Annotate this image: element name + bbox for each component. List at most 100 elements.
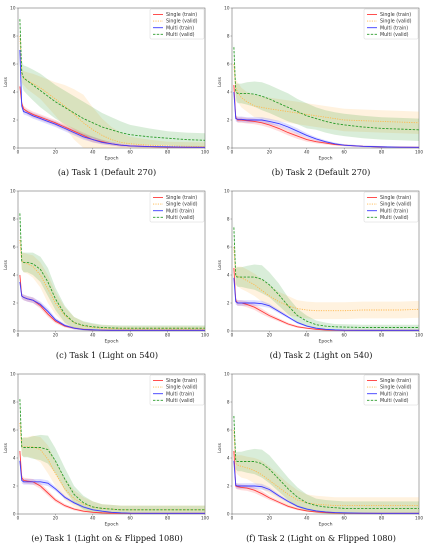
band-multi-valid: [19, 12, 206, 148]
x-axis-label: Epoch: [318, 156, 332, 162]
series-line-single-valid: [233, 429, 419, 507]
series-line-multi-train: [19, 460, 205, 514]
x-tick-label: 0: [231, 150, 234, 155]
plot-frame: [17, 190, 206, 332]
x-tick-label: 60: [342, 150, 348, 155]
panel-d: 0 20 40 60 80 100 0 2 4 6 8 10 Epoch Loss Single (trai…: [214, 183, 428, 366]
x-tick-label: 40: [304, 516, 310, 521]
x-axis-label: Epoch: [318, 522, 332, 528]
x-axis-label: Epoch: [104, 339, 118, 345]
y-tick-label: 10: [224, 372, 230, 377]
y-axis-label: Loss: [3, 76, 9, 87]
chart-svg-d: 0 20 40 60 80 100 0 2 4 6 8 10 Epoch Loss Single (trai…: [217, 189, 423, 345]
band-single-valid: [19, 416, 206, 514]
plot-frame: [17, 7, 206, 149]
series-line-multi-train: [19, 49, 206, 148]
caption-f: (f) Task 2 (Light on & Flipped 1080): [246, 533, 396, 543]
legend-entry: Multi (valid): [166, 398, 195, 404]
legend-entry: Single (train): [166, 195, 197, 201]
series-line-multi-train: [233, 460, 419, 514]
caption-c: (c) Task 1 (Light on 540): [55, 350, 159, 360]
legend-box: [149, 191, 205, 223]
legend-entry: Single (valid): [380, 202, 412, 208]
legend-box: [149, 8, 205, 40]
legend-entry: Single (valid): [166, 202, 198, 208]
panel-b: 0 20 40 60 80 100 0 2 4 6 8 10 Epoch Loss Single (trai…: [214, 0, 428, 183]
legend: Single (train)Single (valid)Multi (train…: [363, 374, 419, 406]
chart-svg-e: 0 20 40 60 80 100 0 2 4 6 8 10 Epoch Loss Single (trai…: [3, 372, 209, 528]
x-tick-label: 20: [267, 333, 273, 338]
x-tick-label: 0: [231, 516, 234, 521]
legend-box: [363, 374, 419, 406]
band-multi-valid: [233, 409, 419, 514]
chart-svg-f: 0 20 40 60 80 100 0 2 4 6 8 10 Epoch Loss Single (trai…: [217, 372, 423, 528]
y-tick-label: 10: [10, 6, 16, 11]
legend: Single (train)Single (valid)Multi (train…: [363, 8, 419, 40]
y-tick-label: 6: [13, 428, 16, 433]
series-line-multi-train: [19, 281, 205, 331]
legend-entry: Single (train): [380, 195, 411, 201]
legend-entry: Multi (train): [166, 208, 194, 214]
x-tick-label: 20: [53, 150, 59, 155]
legend-entry: Single (train): [380, 12, 411, 18]
legend-entry: Multi (train): [380, 391, 408, 397]
y-tick-label: 8: [227, 400, 230, 405]
legend-box: [363, 8, 419, 40]
legend-entry: Single (valid): [166, 385, 198, 391]
x-tick-label: 40: [304, 333, 310, 338]
y-tick-label: 4: [13, 273, 16, 278]
x-tick-label: 100: [201, 150, 209, 155]
legend-entry: Multi (train): [380, 25, 408, 31]
y-tick-label: 6: [227, 428, 230, 433]
series-line-multi-valid: [233, 47, 420, 131]
legend-entry: Multi (valid): [166, 215, 195, 221]
panel-a: 0 20 40 60 80 100 0 2 4 6 8 10 Epoch Loss Single (trai…: [0, 0, 214, 183]
y-axis-label: Loss: [217, 442, 223, 453]
legend-entry: Multi (valid): [166, 32, 195, 38]
y-tick-label: 8: [227, 217, 230, 222]
panel-c: 0 20 40 60 80 100 0 2 4 6 8 10 Epoch Loss Single (trai…: [0, 183, 214, 366]
x-tick-label: 60: [342, 516, 348, 521]
plot-frame: [231, 190, 420, 332]
y-axis-label: Loss: [217, 259, 223, 270]
x-tick-label: 60: [128, 333, 134, 338]
y-tick-label: 10: [224, 6, 230, 11]
legend-entry: Single (valid): [166, 19, 198, 25]
chart-svg-a: 0 20 40 60 80 100 0 2 4 6 8 10 Epoch Loss Single (trai…: [3, 6, 209, 162]
x-tick-label: 60: [128, 516, 134, 521]
x-tick-label: 20: [53, 333, 59, 338]
y-tick-label: 10: [224, 189, 230, 194]
x-tick-label: 100: [201, 333, 209, 338]
band-single-valid: [233, 57, 419, 134]
series-line-multi-valid: [19, 19, 206, 141]
y-tick-label: 2: [13, 484, 16, 489]
y-tick-label: 8: [13, 400, 16, 405]
y-tick-label: 4: [13, 456, 16, 461]
band-multi-valid: [233, 220, 419, 331]
y-tick-label: 4: [227, 90, 230, 95]
plot-frame: [231, 373, 420, 515]
plot-frame: [231, 7, 420, 149]
x-tick-label: 20: [267, 516, 273, 521]
x-tick-label: 60: [128, 150, 134, 155]
x-tick-label: 40: [90, 150, 96, 155]
x-tick-label: 40: [90, 333, 96, 338]
caption-b: (b) Task 2 (Default 270): [271, 167, 371, 177]
band-multi-valid: [233, 40, 419, 142]
y-axis-label: Loss: [3, 259, 9, 270]
x-tick-label: 20: [53, 516, 59, 521]
x-tick-label: 0: [231, 333, 234, 338]
plot-frame: [17, 373, 206, 515]
y-tick-label: 10: [10, 189, 16, 194]
y-tick-label: 0: [227, 329, 230, 334]
legend-entry: Single (train): [380, 378, 411, 384]
y-tick-label: 0: [227, 512, 230, 517]
band-single-train: [233, 82, 419, 148]
y-tick-label: 8: [227, 34, 230, 39]
y-tick-label: 6: [13, 62, 16, 67]
band-single-valid: [19, 30, 206, 148]
y-tick-label: 4: [13, 90, 16, 95]
x-tick-label: 40: [90, 516, 96, 521]
legend-entry: Single (valid): [380, 19, 412, 25]
y-axis-label: Loss: [3, 442, 9, 453]
